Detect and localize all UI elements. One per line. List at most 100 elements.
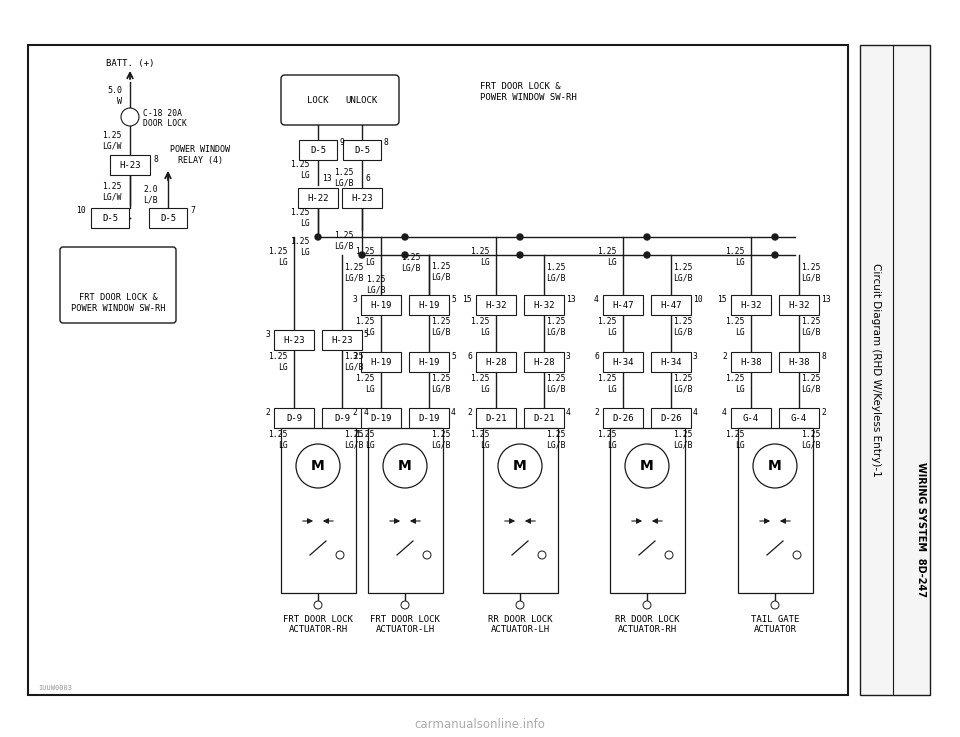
Text: 1.25
LG/B: 1.25 LG/B	[431, 318, 450, 337]
Bar	[361, 352, 401, 372]
Circle shape	[296, 444, 340, 488]
Text: 5: 5	[364, 329, 369, 338]
Bar	[274, 330, 314, 350]
Text: 1.25
LG/B: 1.25 LG/B	[431, 374, 450, 394]
Bar	[409, 408, 449, 428]
Text: IUUW0003: IUUW0003	[38, 685, 72, 691]
Bar	[409, 295, 449, 315]
Bar	[299, 140, 337, 160]
Text: 1.25
LG: 1.25 LG	[291, 161, 310, 180]
Bar	[651, 408, 691, 428]
Text: H-47: H-47	[612, 301, 634, 310]
Text: D-21: D-21	[533, 413, 555, 422]
Bar	[603, 352, 643, 372]
Text: H-19: H-19	[371, 357, 392, 366]
Bar	[342, 188, 382, 208]
Text: 1.25
LG: 1.25 LG	[597, 318, 617, 337]
Text: 6: 6	[366, 173, 371, 183]
Bar	[603, 295, 643, 315]
Text: H-47: H-47	[660, 301, 682, 310]
Text: 1.25
LG/B: 1.25 LG/B	[334, 231, 354, 251]
Text: 1.25
LG/B: 1.25 LG/B	[673, 430, 692, 450]
Bar	[651, 352, 691, 372]
Text: 3: 3	[352, 352, 357, 360]
Text: H-32: H-32	[740, 301, 761, 310]
Text: H-38: H-38	[788, 357, 809, 366]
Text: 2: 2	[468, 408, 472, 416]
Text: D-21: D-21	[485, 413, 507, 422]
Bar	[476, 352, 516, 372]
Text: 2: 2	[722, 352, 727, 360]
Text: 1.25
LG: 1.25 LG	[597, 430, 617, 450]
Circle shape	[665, 551, 673, 559]
Text: H-32: H-32	[533, 301, 555, 310]
Text: 1.25
LG/B: 1.25 LG/B	[546, 430, 565, 450]
Bar	[731, 295, 771, 315]
Text: 1.25
LG: 1.25 LG	[269, 430, 288, 450]
Text: 1.25
LG: 1.25 LG	[470, 430, 490, 450]
Text: 1.25
LG/B: 1.25 LG/B	[401, 254, 421, 273]
Text: LOCK: LOCK	[307, 96, 328, 105]
Text: H-23: H-23	[283, 335, 304, 344]
Text: 1.25
LG/B: 1.25 LG/B	[673, 263, 692, 283]
Text: 4: 4	[566, 408, 571, 416]
Circle shape	[753, 444, 797, 488]
Text: 1.25
LG/B: 1.25 LG/B	[801, 263, 821, 283]
Text: 1.25
LG/B: 1.25 LG/B	[431, 430, 450, 450]
Circle shape	[498, 444, 542, 488]
Text: D-19: D-19	[419, 413, 440, 422]
Text: 7: 7	[190, 206, 195, 214]
Text: 8: 8	[821, 352, 826, 360]
Text: C-18 20A: C-18 20A	[143, 108, 182, 117]
Circle shape	[517, 234, 523, 240]
Text: D-5: D-5	[354, 145, 370, 155]
Circle shape	[644, 234, 650, 240]
Text: 1.25
LG/W: 1.25 LG/W	[103, 131, 122, 150]
Text: RR DOOR LOCK
ACTUATOR-LH: RR DOOR LOCK ACTUATOR-LH	[488, 615, 552, 635]
Text: carmanualsonline.info: carmanualsonline.info	[415, 719, 545, 732]
Text: H-23: H-23	[331, 335, 352, 344]
Bar	[298, 188, 338, 208]
Text: 1.25
LG/B: 1.25 LG/B	[801, 374, 821, 394]
FancyBboxPatch shape	[60, 247, 176, 323]
Bar	[110, 155, 150, 175]
Text: 4: 4	[693, 408, 698, 416]
Text: H-19: H-19	[371, 301, 392, 310]
Text: 10: 10	[693, 295, 703, 304]
Circle shape	[644, 252, 650, 258]
Bar	[149, 208, 187, 228]
Text: RR DOOR LOCK
ACTUATOR-RH: RR DOOR LOCK ACTUATOR-RH	[614, 615, 680, 635]
Text: 1.25
LG: 1.25 LG	[726, 430, 745, 450]
Text: 9: 9	[340, 138, 345, 147]
Text: 1.25
LG/B: 1.25 LG/B	[546, 318, 565, 337]
Text: 1.25
LG/B: 1.25 LG/B	[801, 430, 821, 450]
Text: 1.25
LG/B: 1.25 LG/B	[546, 374, 565, 394]
Text: 1.25
LG: 1.25 LG	[355, 374, 375, 394]
Bar	[524, 352, 564, 372]
Text: H-23: H-23	[351, 194, 372, 203]
Bar	[361, 295, 401, 315]
Text: 1.25
LG/B: 1.25 LG/B	[673, 374, 692, 394]
Text: D-19: D-19	[371, 413, 392, 422]
Bar	[524, 408, 564, 428]
Bar	[343, 140, 381, 160]
Text: H-28: H-28	[533, 357, 555, 366]
Circle shape	[772, 252, 778, 258]
Text: 1.25
LG: 1.25 LG	[355, 430, 375, 450]
Text: 1.25
LG: 1.25 LG	[269, 248, 288, 267]
Text: TAIL GATE
ACTUATOR: TAIL GATE ACTUATOR	[751, 615, 799, 635]
Bar	[731, 408, 771, 428]
Text: H-34: H-34	[660, 357, 682, 366]
Bar	[610, 428, 684, 593]
Bar	[280, 428, 355, 593]
Text: 13: 13	[821, 295, 830, 304]
Text: H-23: H-23	[119, 161, 141, 170]
FancyBboxPatch shape	[281, 75, 399, 125]
Text: H-32: H-32	[788, 301, 809, 310]
Text: 4: 4	[364, 408, 369, 416]
Text: 1.25
LG/B: 1.25 LG/B	[801, 318, 821, 337]
Text: 3: 3	[352, 295, 357, 304]
Circle shape	[771, 601, 779, 609]
Bar	[28, 45, 848, 695]
Text: 3: 3	[693, 352, 698, 360]
